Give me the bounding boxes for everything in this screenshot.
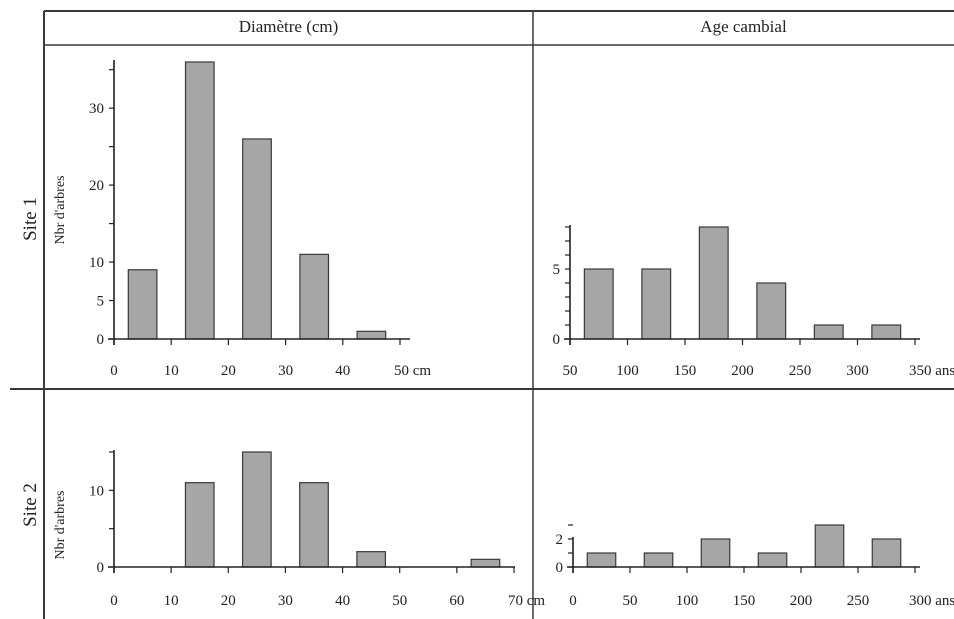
bar-site1-age-0 [583,268,614,340]
x-tick-label-site1-diameter-30: 30 [278,363,293,379]
x-tick-label-site1-diameter-20: 20 [221,363,236,379]
bar-site1-age-1 [641,268,672,340]
x-tick-label-site2-age-0: 0 [569,593,577,609]
y-tick-label-site1-diameter-20: 20 [89,178,104,194]
bar-site1-diameter-3 [299,253,330,340]
x-tick-label-site2-diameter-10: 10 [164,593,179,609]
y-tick-label-site1-age-5: 5 [553,262,561,278]
x-tick-label-site2-age-300: 300 ans [909,593,954,609]
x-tick-label-site1-diameter-40: 40 [335,363,350,379]
y-tick-label-site2-diameter-0: 0 [97,560,105,576]
x-tick-label-site1-age-100: 100 [616,363,639,379]
x-tick-label-site2-diameter-60: 60 [449,593,464,609]
column-header-age: Age cambial [700,17,787,36]
bar-site1-diameter-2 [242,138,272,340]
y-tick-label-site2-diameter-10: 10 [89,483,104,499]
bar-site2-diameter-1 [241,451,272,568]
bar-site2-age-3 [757,552,788,568]
x-tick-label-site2-diameter-20: 20 [221,593,236,609]
column-header-diameter: Diamètre (cm) [238,17,339,36]
y-tick-label-site1-age-0: 0 [553,332,561,348]
bar-site2-age-0 [586,552,617,568]
x-tick-label-site2-diameter-30: 30 [278,593,293,609]
x-tick-label-site1-age-50: 50 [563,363,578,379]
x-tick-label-site2-diameter-50: 50 [392,593,407,609]
x-tick-label-site2-age-100: 100 [676,593,699,609]
y-axis-label-site1-diameter: Nbr d'arbres [53,176,68,245]
x-tick-label-site2-diameter-70: 70 cm [508,593,545,609]
x-tick-label-site1-age-150: 150 [674,363,697,379]
bar-site1-age-3 [756,282,787,340]
x-tick-label-site1-diameter-50: 50 cm [394,363,431,379]
y-tick-label-site1-diameter-5: 5 [97,294,105,310]
y-tick-label-site1-diameter-0: 0 [97,332,105,348]
bar-site2-age-5 [871,538,902,568]
x-tick-label-site2-age-200: 200 [790,593,813,609]
x-tick-label-site1-age-350: 350 ans [909,363,954,379]
x-tick-label-site1-diameter-0: 0 [110,363,118,379]
x-tick-label-site1-age-250: 250 [789,363,812,379]
bar-site2-diameter-2 [299,482,329,568]
y-tick-label-site1-diameter-30: 30 [89,101,104,117]
y-tick-label-site2-age-2: 2 [556,532,564,548]
x-tick-label-site1-age-300: 300 [846,363,869,379]
x-tick-label-site2-diameter-0: 0 [110,593,118,609]
x-tick-label-site1-diameter-10: 10 [164,363,179,379]
x-tick-label-site2-age-50: 50 [623,593,638,609]
y-tick-label-site1-diameter-10: 10 [89,255,104,271]
x-tick-label-site2-age-150: 150 [733,593,756,609]
y-axis-label-site2-diameter: Nbr d'arbres [53,491,68,560]
bar-site1-diameter-1 [184,61,215,340]
bar-site2-age-2 [700,538,731,568]
y-tick-label-site2-age-0: 0 [556,560,564,576]
x-tick-label-site1-age-200: 200 [731,363,754,379]
bar-site2-age-1 [643,552,674,568]
x-tick-label-site2-age-250: 250 [847,593,870,609]
bar-site2-age-4 [814,524,845,568]
bar-site1-age-2 [698,226,729,340]
x-tick-label-site2-diameter-40: 40 [335,593,350,609]
bar-site2-diameter-0 [184,482,215,568]
